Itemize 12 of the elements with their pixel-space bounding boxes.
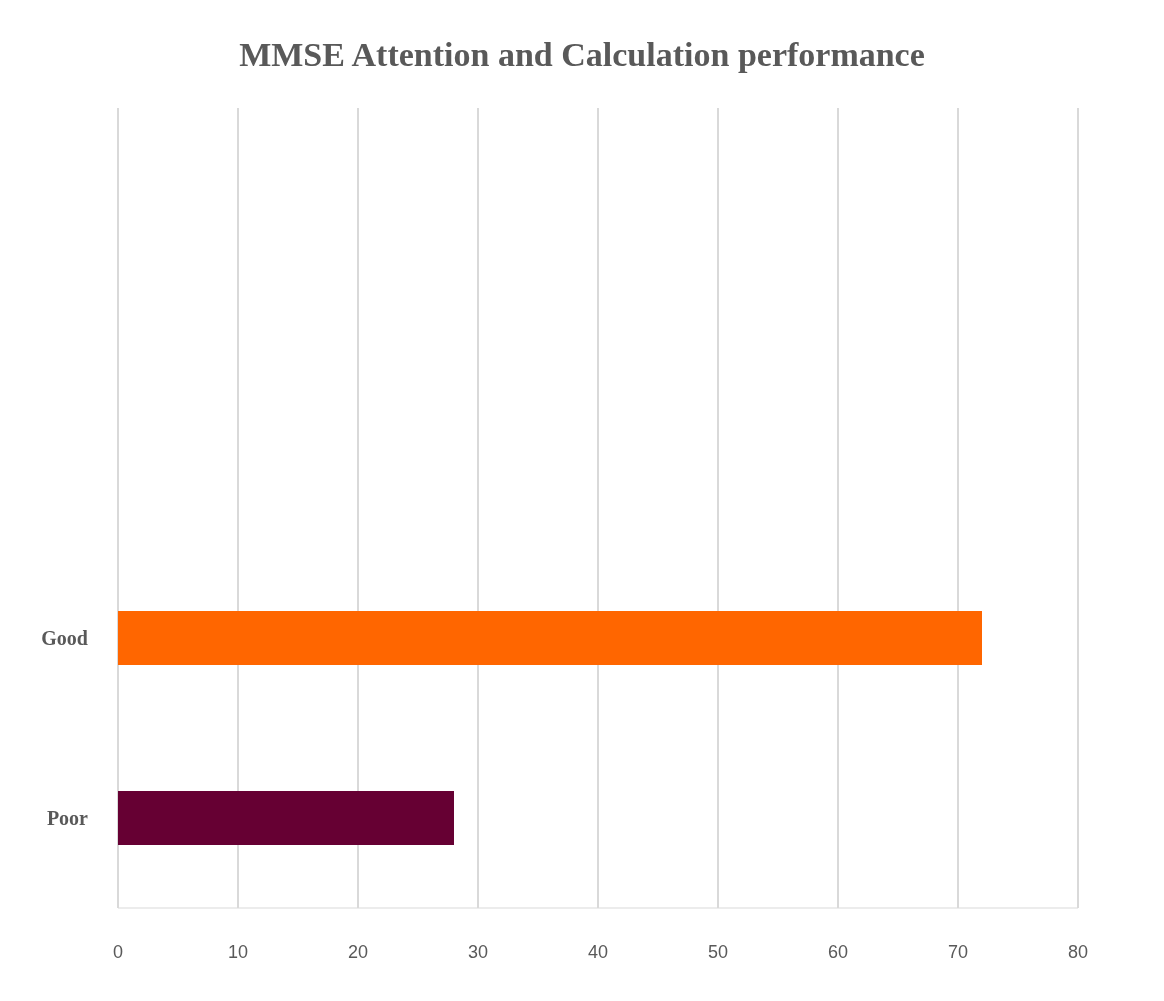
x-tick-label: 20 xyxy=(347,942,369,962)
x-tick-label: 50 xyxy=(707,942,729,962)
y-tick-label: Poor xyxy=(46,807,89,829)
x-tick-label: 10 xyxy=(227,942,249,962)
x-tick-label: 80 xyxy=(1067,942,1089,962)
x-tick-label: 30 xyxy=(467,942,489,962)
x-tick-label: 70 xyxy=(947,942,969,962)
y-tick-label: Good xyxy=(41,627,88,649)
x-tick-label: 40 xyxy=(587,942,609,962)
x-tick-label: 0 xyxy=(112,942,124,962)
x-tick-label: 60 xyxy=(827,942,849,962)
chart-title: MMSE Attention and Calculation performance xyxy=(239,36,925,73)
